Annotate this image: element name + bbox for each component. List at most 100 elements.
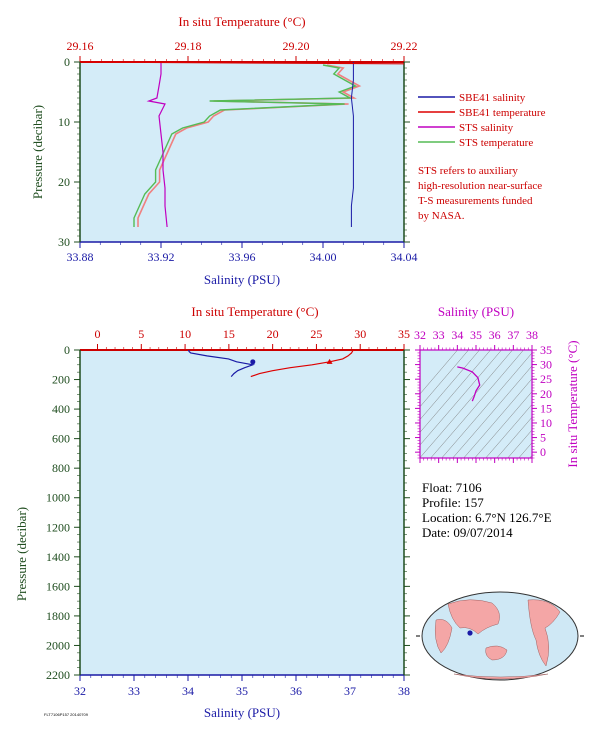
ts-temperature-tick-label: 25 (540, 372, 552, 386)
temperature-tick-label: 30 (354, 327, 366, 341)
ts-temperature-tick-label: 15 (540, 401, 552, 415)
top-panel-temperature-title: In situ Temperature (°C) (178, 14, 305, 29)
density-contour (518, 442, 532, 458)
world-map (416, 591, 584, 681)
pressure-tick-label: 2200 (46, 668, 70, 682)
map-land-americas (527, 599, 561, 667)
ts-salinity-tick-label: 33 (433, 328, 445, 342)
temperature-tick-label: 25 (310, 327, 322, 341)
salinity-tick-label: 33.96 (229, 250, 256, 264)
salinity-marker (250, 359, 256, 365)
density-contour (474, 391, 532, 458)
series-sbe41-salinity-line (350, 62, 354, 227)
temperature-tick-label: 35 (398, 327, 410, 341)
full-depth-panel: In situ Temperature (°C) 0 5 10 15 20 25 30 35 … (14, 304, 410, 720)
pressure-tick-label: 600 (52, 432, 70, 446)
map-land-asia (447, 599, 500, 635)
density-contour (430, 350, 524, 458)
temperature-tick-label: 15 (223, 327, 235, 341)
ts-temperature-tick-label: 30 (540, 358, 552, 372)
density-contour (507, 429, 532, 458)
map-land-antarctica (453, 673, 549, 680)
map-land-africa (434, 619, 453, 654)
top-panel-series (79, 61, 405, 228)
density-contour (420, 350, 469, 408)
ts-temperature-tick-label: 35 (540, 343, 552, 357)
ts-temperature-tick-label: 5 (540, 431, 546, 445)
ts-curve-line (457, 366, 481, 402)
series-sbe41-salinity-line (187, 349, 256, 378)
pressure-tick-label: 1800 (46, 609, 70, 623)
temperature-tick-label: 29.22 (391, 39, 418, 53)
density-contour (485, 404, 532, 458)
density-contour (452, 365, 532, 458)
temperature-tick-label: 10 (179, 327, 191, 341)
salinity-tick-label: 35 (236, 684, 248, 698)
salinity-tick-label: 37 (344, 684, 356, 698)
ts-temperature-tick-label: 20 (540, 387, 552, 401)
ts-density-contours (420, 350, 532, 458)
density-contour (529, 454, 532, 458)
ts-temperature-label: In situ Temperature (°C) (565, 340, 580, 467)
note-line-2: high-resolution near-surface (418, 180, 542, 192)
temperature-tick-label: 29.20 (283, 39, 310, 53)
pressure-tick-label: 1000 (46, 491, 70, 505)
pressure-tick-label: 200 (52, 373, 70, 387)
pressure-tick-label: 1600 (46, 579, 70, 593)
salinity-tick-label: 34 (182, 684, 194, 698)
pressure-tick-label: 10 (58, 115, 70, 129)
sts-note: STS refers to auxiliary high-resolution … (418, 165, 542, 222)
legend-label-sbe41-salinity: SBE41 salinity (459, 92, 526, 104)
note-line-4: by NASA. (418, 210, 465, 222)
pressure-tick-label: 1400 (46, 550, 70, 564)
legend-label-sts-temperature: STS temperature (459, 137, 533, 149)
temperature-tick-label: 0 (95, 327, 101, 341)
pressure-tick-label: 400 (52, 402, 70, 416)
pressure-tick-label: 800 (52, 461, 70, 475)
legend-label-sbe41-temperature: SBE41 temperature (459, 107, 546, 119)
series-sts-salinity-line (146, 62, 168, 228)
top-panel-pressure-label: Pressure (decibar) (30, 105, 45, 199)
note-line-1: STS refers to auxiliary (418, 165, 518, 177)
note-line-3: T-S measurements funded (418, 195, 533, 207)
salinity-tick-label: 34.00 (310, 250, 337, 264)
salinity-tick-label: 33.92 (148, 250, 175, 264)
float-location-marker (467, 630, 473, 636)
bottom-panel-pressure-label: Pressure (decibar) (14, 507, 29, 601)
ts-salinity-tick-label: 32 (414, 328, 426, 342)
near-surface-panel: In situ Temperature (°C) 29.16 29.18 29.20… (30, 14, 546, 287)
full-depth-plot-area (79, 349, 405, 676)
pressure-tick-label: 30 (58, 235, 70, 249)
pressure-tick-label: 0 (64, 343, 70, 357)
salinity-tick-label: 36 (290, 684, 302, 698)
profile-number: Profile: 157 (422, 495, 484, 510)
pressure-tick-label: 0 (64, 55, 70, 69)
temperature-tick-label: 5 (138, 327, 144, 341)
salinity-tick-label: 33.88 (67, 250, 94, 264)
ts-salinity-tick-label: 34 (451, 328, 463, 342)
series-sbe41-temperature-line (250, 349, 354, 378)
salinity-tick-label: 38 (398, 684, 410, 698)
density-contour (441, 352, 532, 458)
density-contour (463, 378, 532, 458)
pressure-tick-label: 2000 (46, 638, 70, 652)
temperature-tick-label: 29.18 (175, 39, 202, 53)
bottom-panel-salinity-ticks: 32 33 34 35 36 37 38 (74, 674, 410, 698)
top-panel-pressure-ticks: 0 10 20 30 (58, 55, 410, 249)
bottom-panel-salinity-label: Salinity (PSU) (204, 705, 280, 720)
ts-plot-area (420, 350, 532, 458)
temperature-tick-label: 29.16 (67, 39, 94, 53)
salinity-tick-label: 32 (74, 684, 86, 698)
series-sts-temperature-red-line (137, 64, 362, 227)
density-contour (496, 416, 532, 458)
series-sts-temperature-line (133, 64, 358, 227)
profile-date: Date: 09/07/2014 (422, 525, 513, 540)
ts-salinity-tick-label: 35 (470, 328, 482, 342)
legend: SBE41 salinity SBE41 temperature STS sal… (418, 92, 546, 149)
legend-label-sts-salinity: STS salinity (459, 122, 514, 134)
ts-series (457, 366, 481, 402)
float-id: Float: 7106 (422, 480, 482, 495)
ts-salinity-tick-label: 36 (489, 328, 501, 342)
ts-temperature-tick-label: 10 (540, 416, 552, 430)
